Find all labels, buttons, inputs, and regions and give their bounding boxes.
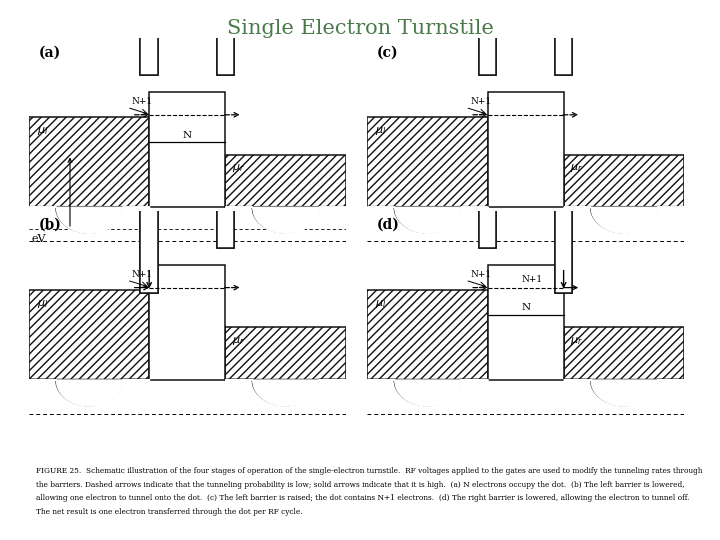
Text: N+1: N+1 [470, 270, 491, 279]
Bar [217, 198, 234, 248]
Bar [149, 265, 225, 380]
Text: $\mu_l$: $\mu_l$ [37, 298, 48, 310]
Bar [140, 198, 158, 293]
Bar [479, 198, 496, 248]
Bar [367, 290, 487, 380]
Bar [225, 327, 346, 380]
Bar [140, 198, 158, 293]
Bar [555, 198, 572, 293]
Bar [149, 92, 225, 207]
Polygon shape [29, 207, 149, 233]
Bar [479, 198, 496, 248]
Text: N+1: N+1 [132, 270, 153, 279]
Text: (b): (b) [38, 218, 61, 232]
Bar [555, 25, 572, 75]
Bar [140, 25, 158, 75]
Bar [479, 25, 496, 75]
Bar [487, 265, 564, 380]
Text: The net result is one electron transferred through the dot per RF cycle.: The net result is one electron transferr… [36, 508, 302, 516]
Text: N: N [521, 303, 530, 313]
Polygon shape [367, 380, 487, 406]
Text: $\mu_r$: $\mu_r$ [570, 162, 582, 174]
Bar [479, 25, 496, 75]
Bar [367, 117, 487, 207]
Bar [555, 198, 572, 293]
Bar [564, 154, 684, 207]
Text: N+1: N+1 [521, 275, 542, 284]
Bar [479, 198, 496, 248]
Text: N+1: N+1 [132, 97, 153, 106]
Text: Single Electron Turnstile: Single Electron Turnstile [227, 19, 493, 38]
Text: the barriers. Dashed arrows indicate that the tunneling probability is low; soli: the barriers. Dashed arrows indicate tha… [36, 481, 685, 489]
Polygon shape [225, 207, 346, 233]
Bar [217, 198, 234, 248]
Text: eV: eV [32, 234, 47, 244]
Bar [555, 25, 572, 75]
Text: $\mu_l$: $\mu_l$ [375, 125, 387, 137]
Bar [564, 327, 684, 380]
Bar [140, 25, 158, 75]
Bar [217, 25, 234, 75]
Bar [479, 25, 496, 75]
Text: (d): (d) [377, 218, 400, 232]
Polygon shape [29, 380, 149, 406]
Text: $\mu_r$: $\mu_r$ [570, 335, 582, 347]
Text: $\mu_l$: $\mu_l$ [37, 125, 48, 137]
Bar [217, 25, 234, 75]
Text: (c): (c) [377, 45, 398, 59]
Bar [217, 25, 234, 75]
Text: FIGURE 25.  Schematic illustration of the four stages of operation of the single: FIGURE 25. Schematic illustration of the… [36, 467, 703, 475]
Text: $\mu_r$: $\mu_r$ [232, 162, 244, 174]
Bar [217, 198, 234, 248]
Text: N+1: N+1 [470, 97, 491, 106]
Polygon shape [367, 207, 487, 233]
Text: allowing one electron to tunnel onto the dot.  (c) The left barrier is raised; t: allowing one electron to tunnel onto the… [36, 494, 690, 502]
Text: N: N [183, 131, 192, 140]
Text: (a): (a) [38, 45, 60, 59]
Bar [487, 92, 564, 207]
Bar [225, 154, 346, 207]
Polygon shape [564, 207, 684, 233]
Text: $\mu_l$: $\mu_l$ [375, 298, 387, 310]
Bar [29, 117, 149, 207]
Bar [555, 25, 572, 75]
Bar [140, 25, 158, 75]
Bar [555, 198, 572, 293]
Bar [29, 290, 149, 380]
Polygon shape [564, 380, 684, 406]
Bar [140, 198, 158, 293]
Polygon shape [225, 380, 346, 406]
Text: $\mu_r$: $\mu_r$ [232, 335, 244, 347]
